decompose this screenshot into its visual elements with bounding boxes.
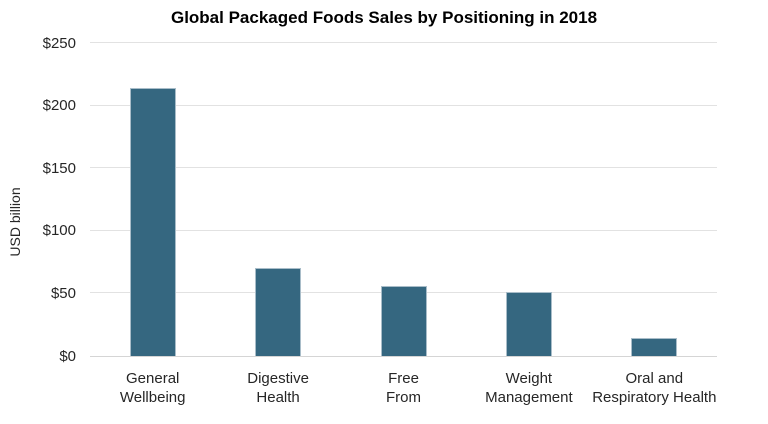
x-category-label-line: General: [126, 370, 180, 387]
y-tick-label-0: $0: [59, 347, 76, 365]
gridline-200: [90, 104, 717, 106]
x-category-label-oral-and-respiratory-health: Oral and Respiratory Health: [584, 369, 724, 407]
x-category-label-line: Wellbeing: [119, 389, 186, 406]
y-tick-label-150: $150: [42, 159, 76, 177]
x-category-label-line: Free: [388, 370, 419, 387]
plot-area: [90, 42, 717, 357]
y-tick-label-250: $250: [42, 34, 76, 52]
bar-oral-and-respiratory-health: [631, 338, 678, 356]
x-category-label-line: Respiratory Health: [592, 389, 717, 406]
x-category-label-line: Digestive: [247, 370, 309, 387]
x-category-label-general-wellbeing: General Wellbeing: [83, 369, 223, 407]
bar-general-wellbeing: [129, 88, 176, 356]
chart-title: Global Packaged Foods Sales by Positioni…: [170, 8, 598, 27]
x-category-label-line: Management: [485, 389, 573, 406]
gridline-150: [90, 167, 717, 169]
x-category-label-free-from: Free From: [334, 369, 474, 407]
gridline-100: [90, 229, 717, 231]
y-tick-label-50: $50: [50, 284, 76, 302]
y-tick-label-200: $200: [42, 97, 76, 115]
gridline-250: [90, 42, 717, 43]
bar-weight-management: [505, 292, 552, 356]
bar-free-from: [380, 285, 427, 356]
bar-digestive-health: [255, 268, 302, 356]
x-category-label-line: Health: [256, 389, 300, 406]
y-tick-label-100: $100: [42, 222, 76, 240]
x-category-label-weight-management: Weight Management: [459, 369, 599, 407]
x-category-label-digestive-health: Digestive Health: [208, 369, 348, 407]
x-category-label-line: From: [386, 389, 421, 406]
x-category-label-line: Oral and: [625, 370, 684, 387]
x-category-label-line: Weight: [505, 370, 553, 387]
